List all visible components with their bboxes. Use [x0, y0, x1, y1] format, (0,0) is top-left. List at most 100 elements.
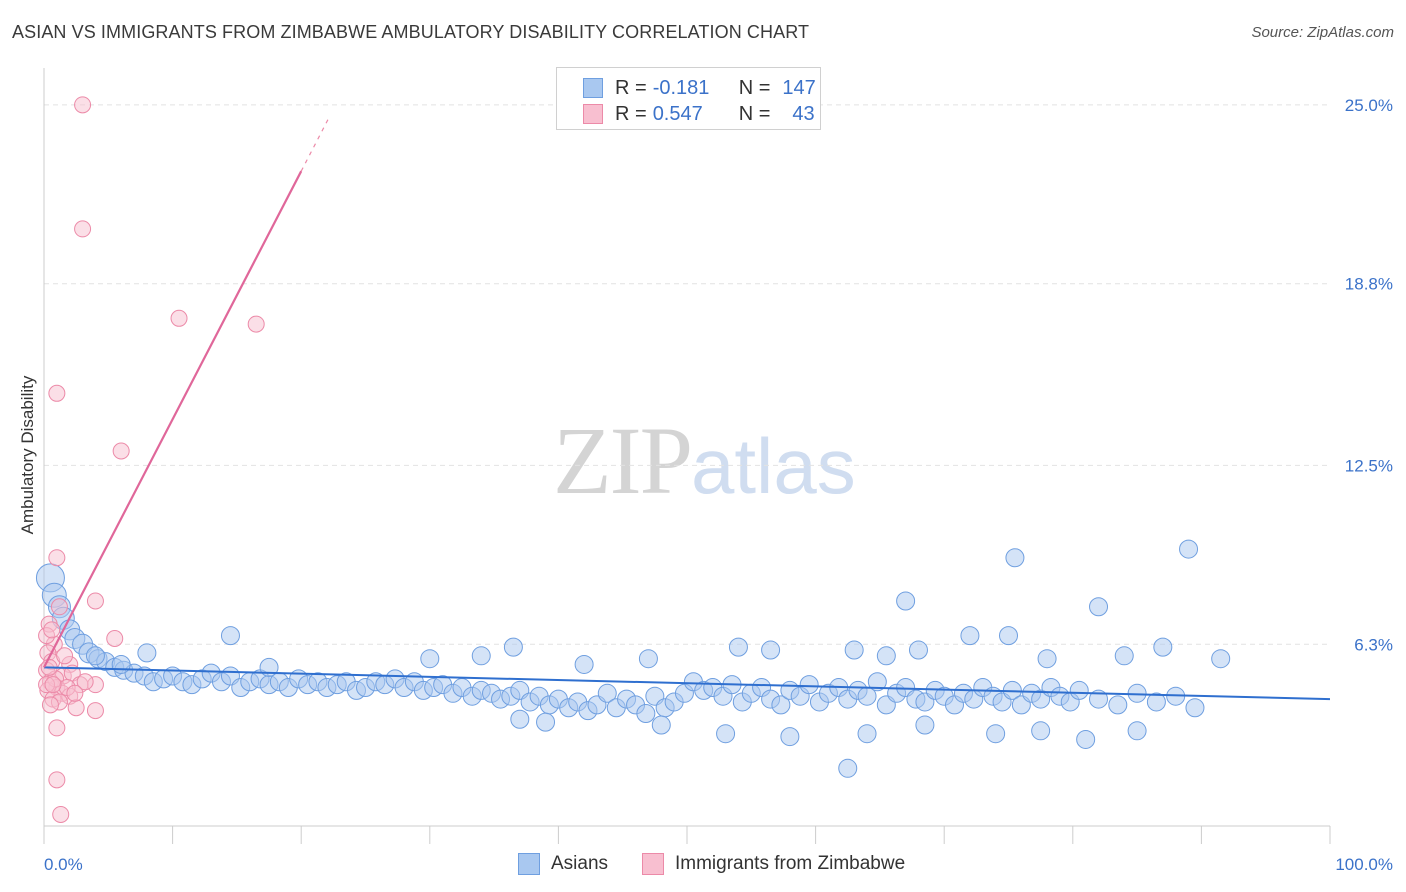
x-tick-label: 100.0% [1335, 855, 1393, 874]
zimbabwe-point [48, 771, 66, 789]
legend-row-asians: R = -0.181 N = 147 [583, 76, 816, 100]
asians-point [503, 637, 523, 657]
legend-n-label: N = [738, 102, 771, 125]
asians-point [960, 626, 980, 646]
asians-point [85, 646, 105, 666]
zimbabwe-point [48, 719, 66, 737]
asians-point [1127, 721, 1147, 741]
watermark-zip: ZIP [553, 407, 693, 514]
asians-point [1114, 646, 1134, 666]
asians-point [1005, 548, 1025, 568]
zimbabwe-point [106, 630, 124, 647]
asians-point [728, 637, 748, 657]
zimbabwe-point [170, 309, 188, 327]
zimbabwe-point [74, 220, 92, 238]
zimbabwe-point [67, 699, 85, 717]
asians-point [1108, 695, 1128, 715]
correlation-legend: R = -0.181 N = 147 R = 0.547 N = 43 [556, 67, 821, 130]
legend-n-label: N = [738, 76, 771, 99]
chart-title: ASIAN VS IMMIGRANTS FROM ZIMBABWE AMBULA… [12, 22, 810, 42]
asians-point [137, 643, 157, 663]
asians-point [780, 727, 800, 747]
zimbabwe-point [56, 647, 74, 665]
asians-point [1089, 597, 1109, 617]
zimbabwe-point [74, 96, 92, 114]
bottom-legend-zimbabwe: Immigrants from Zimbabwe [642, 851, 905, 877]
legend-swatch-asians [583, 78, 603, 98]
y-tick-label: 12.5% [1345, 456, 1393, 475]
zimbabwe-point [247, 315, 265, 333]
x-tick-label: 0.0% [44, 855, 83, 874]
zimbabwe-point [43, 621, 61, 639]
asians-point [999, 626, 1018, 646]
zimbabwe-trend-extension [300, 116, 331, 172]
legend-r-label: R = [615, 102, 647, 125]
asians-point [638, 649, 658, 669]
asians-point [799, 675, 819, 695]
asians-point [857, 724, 877, 744]
asians-point [574, 654, 594, 674]
bottom-legend-asians: Asians [518, 851, 608, 877]
zimbabwe-point [86, 702, 104, 720]
asians-point [844, 640, 864, 660]
asians-point [1153, 637, 1173, 657]
bottom-legend-swatch-zimbabwe [642, 853, 664, 875]
asians-point [716, 724, 736, 744]
asians-point [908, 640, 928, 660]
zimbabwe-point [112, 442, 130, 460]
zimbabwe-point [86, 592, 104, 610]
legend-row-zimbabwe: R = 0.547 N = 43 [583, 102, 815, 126]
bottom-legend-label-zimbabwe: Immigrants from Zimbabwe [675, 853, 906, 874]
asians-trend-line [43, 666, 1331, 701]
asians-point [220, 626, 240, 646]
y-tick-label: 25.0% [1345, 96, 1393, 115]
asians-point [896, 591, 916, 611]
asians-point [876, 646, 896, 666]
asians-point [536, 712, 556, 732]
asians-point [636, 704, 656, 723]
asians-point [771, 695, 791, 715]
legend-n-value: 147 [782, 76, 816, 99]
bottom-legend-label-asians: Asians [551, 853, 609, 874]
asians-point [1089, 689, 1109, 709]
asians-point [867, 672, 887, 692]
asians-point [597, 683, 617, 703]
zimbabwe-point [44, 676, 62, 694]
asians-point [915, 715, 935, 735]
asians-point [986, 724, 1006, 744]
zimbabwe-point [76, 673, 94, 691]
asians-point [420, 649, 440, 669]
zimbabwe-point [66, 684, 84, 702]
source-label: Source: ZipAtlas.com [1251, 24, 1394, 41]
watermark: ZIPatlas [553, 405, 856, 516]
y-tick-label: 18.8% [1345, 275, 1393, 294]
legend-r-value: -0.181 [652, 76, 710, 99]
zimbabwe-point [48, 384, 66, 402]
legend-r-value: 0.547 [652, 102, 703, 125]
asians-point [1179, 539, 1199, 559]
zimbabwe-point [52, 805, 70, 823]
asians-point [1076, 729, 1096, 749]
legend-r-label: R = [615, 76, 647, 99]
asians-point [1146, 692, 1166, 712]
asians-point [510, 709, 530, 729]
asians-point [838, 758, 858, 778]
asians-point [471, 646, 491, 666]
asians-point [761, 640, 781, 660]
asians-point [1069, 680, 1089, 700]
asians-point [1037, 649, 1057, 669]
y-tick-label: 6.3% [1354, 635, 1393, 654]
watermark-atlas: atlas [691, 422, 856, 510]
legend-n-value: 43 [792, 102, 815, 125]
asians-point [1031, 721, 1051, 741]
zimbabwe-point [50, 598, 68, 616]
zimbabwe-point [48, 549, 66, 567]
asians-point [111, 654, 131, 674]
zimbabwe-trend-line [43, 170, 303, 668]
bottom-legend-swatch-asians [518, 853, 540, 875]
zimbabwe-point [41, 696, 59, 714]
asians-point [1185, 698, 1205, 718]
legend-swatch-zimbabwe [583, 104, 603, 124]
asians-point [651, 715, 671, 735]
